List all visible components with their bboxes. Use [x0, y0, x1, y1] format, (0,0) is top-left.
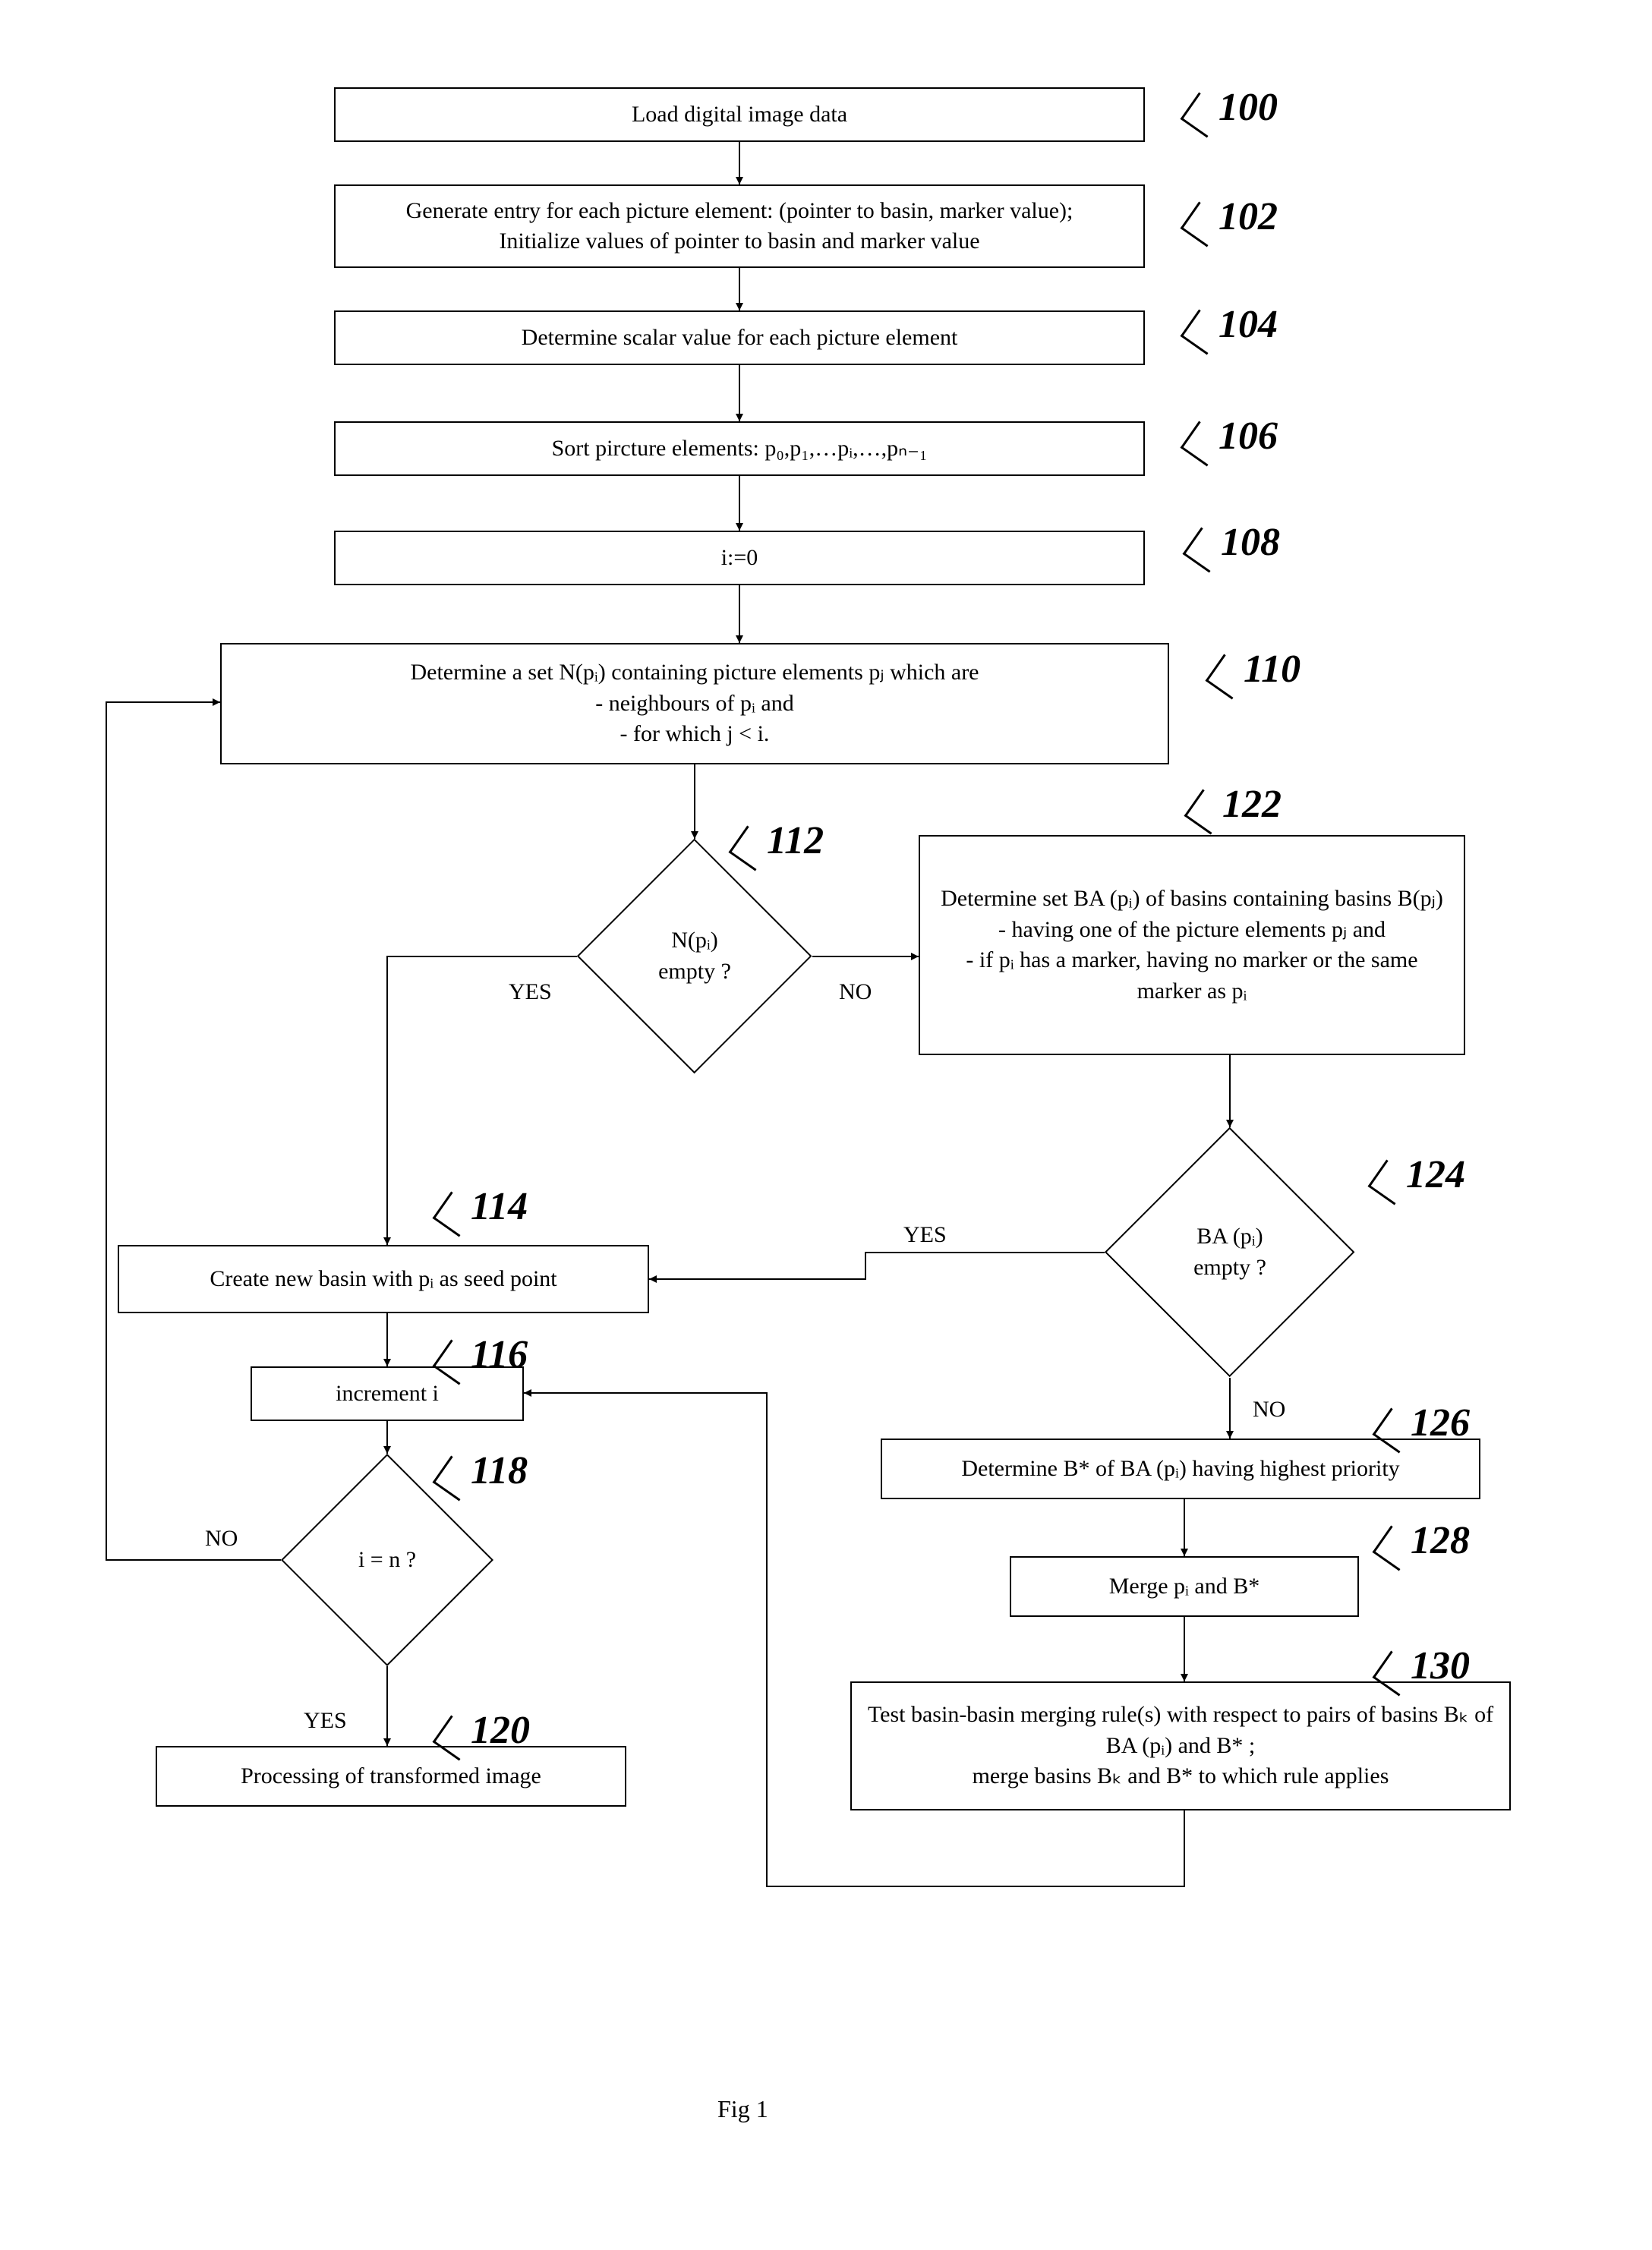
ref-122: 122: [1222, 782, 1282, 827]
process-n100: Load digital image data: [334, 87, 1145, 142]
process-n106: Sort pircture elements: p₀,p₁,…pᵢ,…,pₙ₋₁: [334, 421, 1145, 476]
ref-106: 106: [1219, 414, 1278, 459]
edge-label: NO: [1253, 1397, 1285, 1423]
process-n130: Test basin-basin merging rule(s) with re…: [850, 1681, 1511, 1810]
ref-112: 112: [767, 818, 824, 863]
ref-130: 130: [1411, 1643, 1470, 1688]
process-n120: Processing of transformed image: [156, 1746, 626, 1807]
decision-n118: i = n ?: [312, 1485, 462, 1635]
ref-104: 104: [1219, 302, 1278, 347]
process-n108: i:=0: [334, 531, 1145, 585]
edge-label: YES: [304, 1708, 347, 1734]
process-n104: Determine scalar value for each picture …: [334, 310, 1145, 365]
edge-label: NO: [205, 1526, 238, 1552]
decision-n112: N(pᵢ)empty ?: [611, 873, 777, 1039]
edge: [649, 1253, 1105, 1279]
ref-100: 100: [1219, 85, 1278, 130]
ref-118: 118: [471, 1448, 528, 1493]
figure-caption: Fig 1: [717, 2095, 768, 2123]
decision-n124: BA (pᵢ)empty ?: [1141, 1164, 1318, 1341]
edge-label: NO: [839, 979, 872, 1005]
ref-128: 128: [1411, 1518, 1470, 1563]
process-n110: Determine a set N(pᵢ) containing picture…: [220, 643, 1169, 764]
process-n122: Determine set BA (pᵢ) of basins containi…: [919, 835, 1465, 1055]
ref-114: 114: [471, 1184, 528, 1229]
ref-126: 126: [1411, 1401, 1470, 1445]
edge-label: YES: [903, 1222, 947, 1248]
process-n128: Merge pᵢ and B*: [1010, 1556, 1359, 1617]
ref-110: 110: [1244, 647, 1300, 692]
ref-120: 120: [471, 1708, 530, 1753]
edge-label: YES: [509, 979, 552, 1005]
ref-102: 102: [1219, 194, 1278, 239]
flowchart-canvas: Load digital image data 100 Generate entry…: [0, 0, 1652, 2250]
edge: [106, 702, 281, 1560]
ref-124: 124: [1406, 1152, 1465, 1197]
process-n102: Generate entry for each picture element:…: [334, 184, 1145, 268]
process-n114: Create new basin with pᵢ as seed point: [118, 1245, 649, 1313]
ref-116: 116: [471, 1332, 528, 1377]
ref-108: 108: [1221, 520, 1280, 565]
